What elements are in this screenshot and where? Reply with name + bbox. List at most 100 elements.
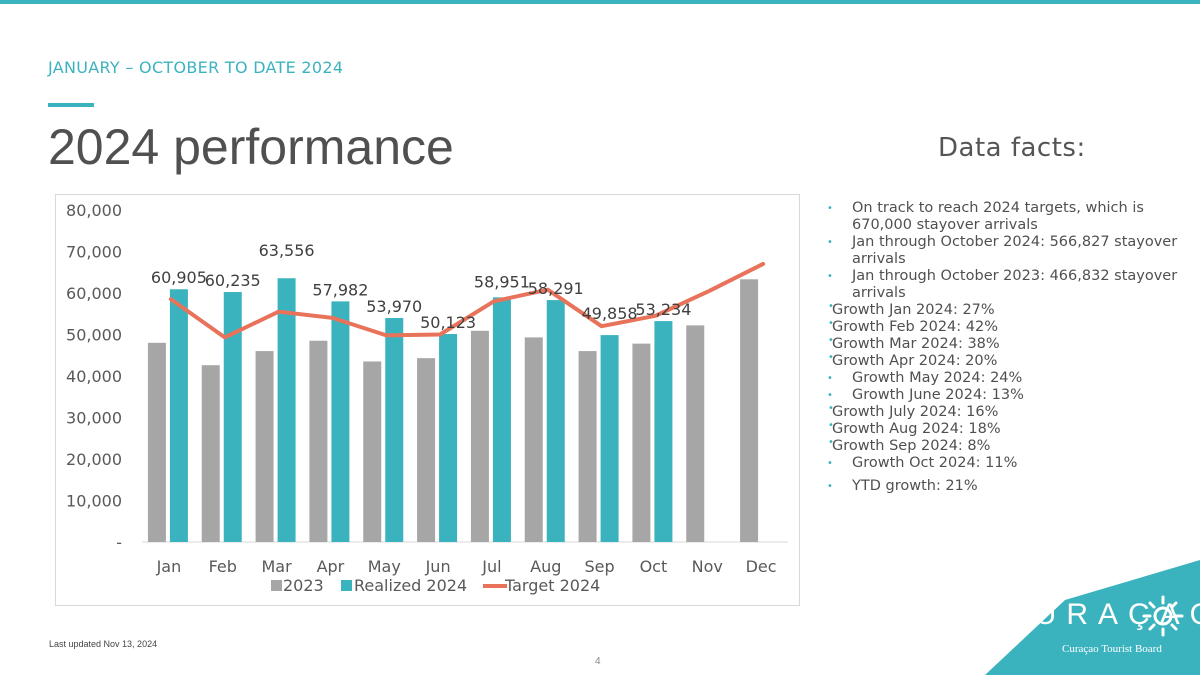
y-tick-label: 20,000 bbox=[66, 450, 122, 469]
data-label: 49,858 bbox=[582, 304, 638, 323]
y-tick-label: 30,000 bbox=[66, 409, 122, 428]
fact-text: arrivals bbox=[852, 285, 906, 301]
bar-realized-2024 bbox=[169, 289, 188, 542]
bullet-icon: • bbox=[827, 237, 833, 248]
corner-teal-shape bbox=[985, 560, 1200, 675]
x-tick-label: Dec bbox=[746, 557, 777, 576]
fact-text: Growth Apr 2024: 20% bbox=[832, 353, 998, 369]
fact-text: On track to reach 2024 targets, which is bbox=[852, 200, 1144, 216]
y-tick-label: - bbox=[116, 533, 122, 552]
slide-title: 2024 performance bbox=[48, 119, 454, 175]
fact-item: • Growth Sep 2024: 8% bbox=[820, 437, 1190, 455]
fact-item: • Growth May 2024: 24% bbox=[820, 370, 1190, 387]
bar-2023 bbox=[309, 340, 328, 542]
fact-item: • Growth Oct 2024: 11% bbox=[820, 455, 1190, 472]
bar-2023 bbox=[470, 330, 489, 542]
fact-text: Growth July 2024: 16% bbox=[832, 404, 999, 420]
bar-2023 bbox=[201, 365, 220, 542]
fact-text: YTD growth: 21% bbox=[852, 478, 978, 494]
x-tick-label: Nov bbox=[692, 557, 723, 576]
x-tick-label: Jan bbox=[156, 557, 182, 576]
bar-2023 bbox=[686, 325, 705, 542]
bar-realized-2024 bbox=[654, 321, 673, 542]
x-tick-label: Oct bbox=[640, 557, 668, 576]
fact-text: Growth May 2024: 24% bbox=[852, 370, 1023, 386]
data-label: 53,970 bbox=[366, 297, 422, 316]
last-updated: Last updated Nov 13, 2024 bbox=[49, 639, 158, 649]
bar-2023 bbox=[363, 361, 382, 542]
bar-realized-2024 bbox=[223, 292, 242, 542]
x-tick-label: Feb bbox=[209, 557, 237, 576]
y-tick-label: 60,000 bbox=[66, 284, 122, 303]
bullet-icon: • bbox=[828, 403, 834, 414]
data-label: 57,982 bbox=[312, 280, 368, 299]
slide-subtitle: JANUARY – OCTOBER TO DATE 2024 bbox=[48, 58, 344, 77]
y-tick-label: 10,000 bbox=[66, 492, 122, 511]
fact-item: • Jan through October 2023: 466,832 stayo… bbox=[820, 268, 1190, 302]
fact-item: • Growth Mar 2024: 38% bbox=[820, 335, 1190, 353]
logo-tagline: Curaçao Tourist Board bbox=[1062, 643, 1162, 655]
fact-item: • Growth June 2024: 13% bbox=[820, 387, 1190, 404]
y-tick-label: 70,000 bbox=[66, 243, 122, 262]
bullet-icon: • bbox=[828, 437, 834, 448]
bullet-icon: • bbox=[827, 271, 833, 282]
fact-item: • On track to reach 2024 targets, which i… bbox=[820, 200, 1190, 234]
x-tick-label: Jul bbox=[481, 557, 501, 576]
data-label: 58,291 bbox=[528, 279, 584, 298]
x-tick-label: Mar bbox=[261, 557, 292, 576]
bar-realized-2024 bbox=[546, 300, 565, 542]
accent-bar bbox=[48, 103, 94, 107]
fact-text: Growth Sep 2024: 8% bbox=[832, 438, 991, 454]
bar-realized-2024 bbox=[439, 333, 458, 542]
fact-item: • Growth Apr 2024: 20% bbox=[820, 352, 1190, 370]
logo-wordmark: CURAÇAO bbox=[1003, 598, 1200, 631]
bar-realized-2024 bbox=[600, 335, 619, 542]
y-tick-label: 40,000 bbox=[66, 367, 122, 386]
bar-2023 bbox=[524, 337, 543, 542]
y-tick-label: 50,000 bbox=[66, 326, 122, 345]
fact-text: Jan through October 2024: 566,827 stayov… bbox=[852, 234, 1178, 250]
fact-text: Jan through October 2023: 466,832 stayov… bbox=[852, 268, 1178, 284]
legend-label-2023: 2023 bbox=[283, 576, 324, 595]
x-tick-label: Aug bbox=[530, 557, 561, 576]
fact-item: • Growth July 2024: 16% bbox=[820, 403, 1190, 421]
bar-realized-2024 bbox=[385, 318, 404, 542]
fact-text: Growth Jan 2024: 27% bbox=[832, 302, 995, 318]
bullet-icon: • bbox=[827, 203, 833, 214]
data-label: 63,556 bbox=[259, 241, 315, 260]
legend-swatch-realized-2024 bbox=[341, 580, 352, 591]
bullet-icon: • bbox=[828, 301, 834, 312]
bar-2023 bbox=[417, 358, 436, 542]
fact-item: • Growth Feb 2024: 42% bbox=[820, 318, 1190, 336]
fact-text: Growth Aug 2024: 18% bbox=[832, 421, 1001, 437]
sun-icon bbox=[1142, 595, 1184, 637]
legend-label-target-2024: Target 2024 bbox=[504, 576, 600, 595]
page-number: 4 bbox=[595, 656, 601, 667]
bar-line-chart: - 10,000 20,000 30,000 40,000 50,000 60,000 70,… bbox=[66, 201, 788, 595]
chart-container: - 10,000 20,000 30,000 40,000 50,000 60,000 70,… bbox=[55, 194, 800, 606]
x-tick-label: Sep bbox=[585, 557, 615, 576]
data-label: 60,235 bbox=[205, 271, 261, 290]
bar-2023 bbox=[632, 343, 651, 542]
x-tick-label: Jun bbox=[425, 557, 451, 576]
bar-realized-2024 bbox=[492, 297, 511, 542]
legend-label-realized-2024: Realized 2024 bbox=[354, 576, 467, 595]
fact-text: 670,000 stayover arrivals bbox=[852, 217, 1038, 233]
y-tick-label: 80,000 bbox=[66, 201, 122, 220]
fact-text: Growth Oct 2024: 11% bbox=[852, 455, 1018, 471]
data-label: 60,905 bbox=[151, 268, 207, 287]
data-label: 50,123 bbox=[420, 313, 476, 332]
data-label: 58,951 bbox=[474, 272, 530, 291]
fact-item: • YTD growth: 21% bbox=[820, 478, 1190, 495]
legend-swatch-2023 bbox=[271, 580, 282, 591]
bullet-icon: • bbox=[827, 458, 833, 469]
x-tick-label: May bbox=[368, 557, 401, 576]
fact-item: • Growth Jan 2024: 27% bbox=[820, 301, 1190, 319]
bar-2023 bbox=[147, 342, 166, 542]
fact-text: Growth June 2024: 13% bbox=[852, 387, 1024, 403]
bar-2023 bbox=[255, 351, 274, 542]
fact-item: • Jan through October 2024: 566,827 stayo… bbox=[820, 234, 1190, 268]
bar-realized-2024 bbox=[277, 278, 296, 542]
bullet-icon: • bbox=[828, 352, 834, 363]
